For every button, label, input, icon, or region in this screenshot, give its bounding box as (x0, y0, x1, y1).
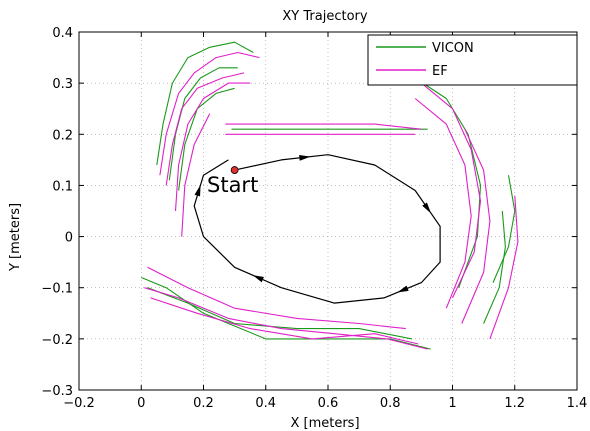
series-line-ef (174, 82, 251, 212)
series-line-ef (181, 113, 211, 237)
x-tick-label: 1.4 (567, 396, 588, 411)
series-line-vicon (156, 41, 254, 166)
chart-title: XY Trajectory (282, 9, 367, 24)
legend-label-ef: EF (432, 64, 448, 79)
direction-arrow (194, 184, 201, 197)
series-line-ef (165, 72, 245, 186)
series-line-vicon (141, 276, 431, 350)
x-tick-label: 0.4 (255, 396, 276, 411)
direction-arrow (299, 155, 311, 161)
series-line-ef (147, 266, 406, 330)
y-axis-label: Y [meters] (8, 203, 23, 272)
series-line-ef (489, 195, 519, 340)
legend-label-vicon: VICON (432, 41, 474, 56)
x-tick-label: 0.6 (318, 396, 339, 411)
x-tick-label: 1 (448, 396, 456, 411)
start-label: Start (207, 173, 258, 197)
start-point-marker (230, 166, 239, 174)
y-tick-label: 0 (65, 231, 73, 246)
y-tick-label: 0.4 (52, 26, 73, 41)
y-tick-label: −0.2 (41, 333, 73, 348)
x-tick-label: 1.2 (504, 396, 525, 411)
x-axis-label: X [meters] (290, 416, 359, 431)
series-line-ef (225, 123, 422, 130)
direction-arrow (397, 285, 409, 293)
axis-ticks: −0.2 0 0.2 0.4 0.6 0.8 1 1.2 1.4−0.3−0.2−0.100.1… (41, 26, 587, 411)
x-tick-label: 0 (137, 396, 145, 411)
series-line-ef (461, 128, 491, 324)
series-line-ef (144, 287, 428, 350)
direction-arrow (422, 202, 432, 214)
y-tick-label: 0.2 (52, 128, 73, 143)
series-line-ef (159, 51, 260, 176)
series-line-ef (414, 98, 472, 309)
series-line-vicon (147, 287, 413, 340)
x-tick-label: 0.8 (380, 396, 401, 411)
legend-box (367, 34, 578, 86)
y-tick-label: 0.3 (52, 77, 73, 92)
x-tick-label: 0.2 (193, 396, 214, 411)
series-line-ef (383, 77, 482, 299)
y-tick-label: −0.1 (41, 282, 73, 297)
y-tick-label: 0.1 (52, 179, 73, 194)
y-tick-label: −0.3 (41, 384, 73, 399)
series-line-ef (150, 297, 419, 345)
series-line-vicon (492, 175, 516, 283)
series-line-vicon (168, 67, 238, 181)
x-tick-label: −0.2 (63, 396, 95, 411)
direction-arrow (252, 275, 264, 283)
legend: VICON EF (367, 34, 578, 86)
series-line-vicon (483, 210, 506, 324)
plot-area (141, 41, 519, 350)
